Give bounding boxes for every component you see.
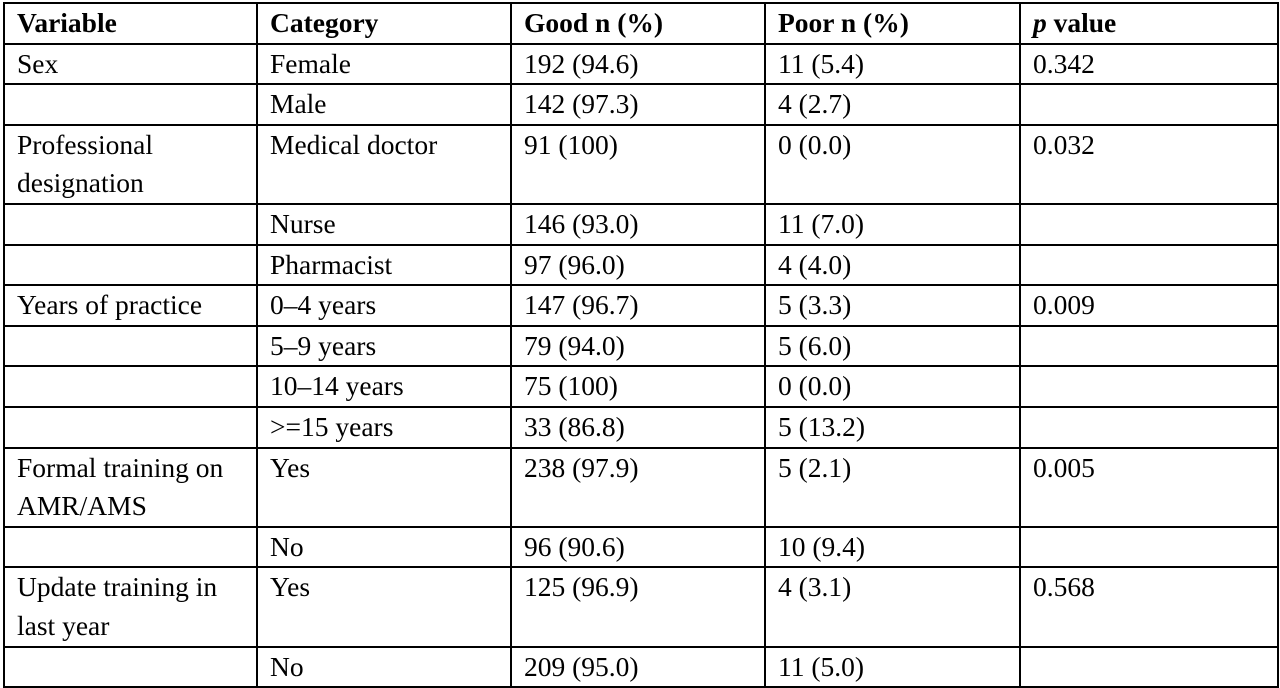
cell-poor: 5 (13.2): [764, 405, 1021, 449]
table-row: >=15 years 33 (86.8) 5 (13.2): [3, 405, 1279, 449]
header-pvalue-rest: value: [1046, 7, 1117, 38]
cell-variable: [3, 365, 258, 408]
cell-poor: 4 (2.7): [764, 83, 1021, 126]
cell-category: Female: [256, 42, 512, 86]
cell-pvalue: [1019, 525, 1279, 569]
header-category: Category: [256, 2, 512, 45]
results-table: Variable Category Good n (%) Poor n (%) …: [3, 2, 1279, 688]
table-row: Professional designation Medical doctor …: [3, 123, 1279, 205]
table-row: Sex Female 192 (94.6) 11 (5.4) 0.342: [3, 42, 1279, 86]
cell-poor: 0 (0.0): [764, 123, 1021, 205]
cell-good: 142 (97.3): [510, 83, 766, 126]
cell-good: 209 (95.0): [510, 645, 766, 688]
cell-category: Yes: [256, 566, 512, 648]
cell-good: 33 (86.8): [510, 405, 766, 449]
cell-category: Pharmacist: [256, 243, 512, 287]
table-row: No 96 (90.6) 10 (9.4): [3, 525, 1279, 569]
cell-poor: 0 (0.0): [764, 365, 1021, 408]
cell-good: 192 (94.6): [510, 42, 766, 86]
table-row: Formal training on AMR/AMS Yes 238 (97.9…: [3, 446, 1279, 528]
header-pvalue: p value: [1019, 2, 1279, 45]
cell-good: 96 (90.6): [510, 525, 766, 569]
table-row: 10–14 years 75 (100) 0 (0.0): [3, 365, 1279, 408]
cell-variable: [3, 525, 258, 569]
cell-good: 238 (97.9): [510, 446, 766, 528]
cell-poor: 10 (9.4): [764, 525, 1021, 569]
cell-variable: Years of practice: [3, 284, 258, 327]
cell-poor: 4 (3.1): [764, 566, 1021, 648]
cell-variable: [3, 83, 258, 126]
cell-good: 79 (94.0): [510, 324, 766, 368]
cell-category: 5–9 years: [256, 324, 512, 368]
cell-pvalue: 0.005: [1019, 446, 1279, 528]
header-row: Variable Category Good n (%) Poor n (%) …: [3, 2, 1279, 45]
cell-pvalue: [1019, 83, 1279, 126]
cell-variable: Update training in last year: [3, 566, 258, 648]
header-variable: Variable: [3, 2, 258, 45]
cell-variable: Formal training on AMR/AMS: [3, 446, 258, 528]
cell-poor: 11 (5.4): [764, 42, 1021, 86]
header-poor: Poor n (%): [764, 2, 1021, 45]
cell-variable: [3, 324, 258, 368]
header-good: Good n (%): [510, 2, 766, 45]
cell-category: Male: [256, 83, 512, 126]
cell-pvalue: [1019, 202, 1279, 246]
cell-poor: 11 (7.0): [764, 202, 1021, 246]
cell-variable: [3, 405, 258, 449]
cell-good: 125 (96.9): [510, 566, 766, 648]
cell-category: 0–4 years: [256, 284, 512, 327]
cell-pvalue: [1019, 324, 1279, 368]
cell-category: No: [256, 525, 512, 569]
table-row: Nurse 146 (93.0) 11 (7.0): [3, 202, 1279, 246]
cell-good: 75 (100): [510, 365, 766, 408]
cell-pvalue: [1019, 365, 1279, 408]
cell-category: Medical doctor: [256, 123, 512, 205]
cell-pvalue: [1019, 645, 1279, 688]
cell-good: 147 (96.7): [510, 284, 766, 327]
table-row: Years of practice 0–4 years 147 (96.7) 5…: [3, 284, 1279, 327]
cell-pvalue: 0.342: [1019, 42, 1279, 86]
cell-category: Nurse: [256, 202, 512, 246]
cell-pvalue: [1019, 405, 1279, 449]
cell-variable: Sex: [3, 42, 258, 86]
cell-poor: 4 (4.0): [764, 243, 1021, 287]
table-row: Pharmacist 97 (96.0) 4 (4.0): [3, 243, 1279, 287]
cell-poor: 5 (3.3): [764, 284, 1021, 327]
cell-category: >=15 years: [256, 405, 512, 449]
cell-good: 146 (93.0): [510, 202, 766, 246]
cell-poor: 5 (2.1): [764, 446, 1021, 528]
cell-good: 91 (100): [510, 123, 766, 205]
header-pvalue-italic: p: [1033, 7, 1047, 38]
cell-poor: 11 (5.0): [764, 645, 1021, 688]
cell-pvalue: [1019, 243, 1279, 287]
cell-variable: Professional designation: [3, 123, 258, 205]
cell-variable: [3, 243, 258, 287]
cell-category: No: [256, 645, 512, 688]
cell-variable: [3, 202, 258, 246]
cell-pvalue: 0.032: [1019, 123, 1279, 205]
table-row: 5–9 years 79 (94.0) 5 (6.0): [3, 324, 1279, 368]
table-row: Male 142 (97.3) 4 (2.7): [3, 83, 1279, 126]
cell-pvalue: 0.568: [1019, 566, 1279, 648]
cell-category: Yes: [256, 446, 512, 528]
table-row: No 209 (95.0) 11 (5.0): [3, 645, 1279, 688]
cell-poor: 5 (6.0): [764, 324, 1021, 368]
table-row: Update training in last year Yes 125 (96…: [3, 566, 1279, 648]
cell-pvalue: 0.009: [1019, 284, 1279, 327]
cell-category: 10–14 years: [256, 365, 512, 408]
cell-variable: [3, 645, 258, 688]
cell-good: 97 (96.0): [510, 243, 766, 287]
